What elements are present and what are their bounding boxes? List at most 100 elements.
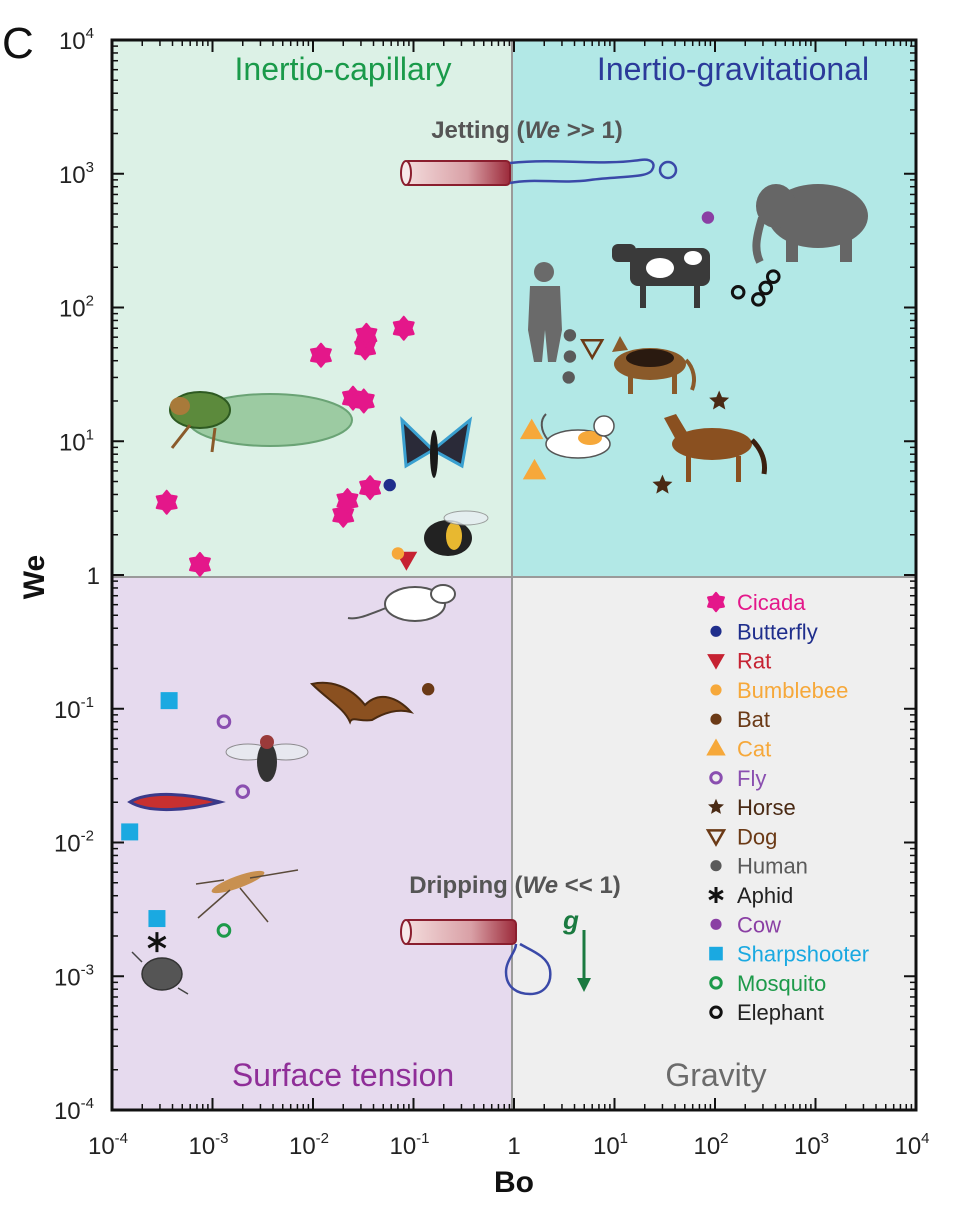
elephant-point [730, 284, 746, 300]
legend-marker-cow [710, 918, 722, 930]
cicada-point [392, 315, 415, 341]
jetting-droplet [658, 160, 678, 180]
cicada-point [188, 551, 211, 577]
x-tick-label: 10-3 [188, 1130, 228, 1160]
y-axis-title: We [18, 555, 51, 599]
elephant-point [765, 269, 781, 284]
region-label-gravity: Gravity [665, 1057, 766, 1093]
x-tick-label: 10-1 [389, 1130, 429, 1160]
x-tick-label: 101 [593, 1130, 628, 1160]
butterfly-point [383, 478, 396, 492]
y-tick-label: 10-4 [54, 1095, 94, 1125]
horse-point [652, 474, 673, 494]
x-tick-label: 102 [693, 1130, 728, 1160]
legend-label-human: Human [737, 854, 808, 879]
legend-label-sharpshooter: Sharpshooter [737, 942, 869, 967]
legend-label-aphid: Aphid [737, 883, 793, 908]
dog-point [580, 339, 605, 361]
y-tick-label: 10-3 [54, 961, 94, 991]
legend-marker-cat [706, 738, 726, 756]
plot-axes: 10-4 10-3 10-2 10-1 1 101 102 103 104 10-4 10-3 10-… [54, 25, 930, 1160]
legend-marker-bat [710, 713, 722, 725]
dog-icon [612, 336, 696, 394]
dripping-label: Dripping (We << 1) [409, 872, 621, 899]
elephant-point [758, 280, 774, 296]
legend-label-rat: Rat [737, 649, 771, 674]
y-tick-label: 10-1 [54, 694, 94, 724]
y-tick-label: 1 [87, 563, 100, 590]
legend-label-butterfly: Butterfly [737, 619, 818, 644]
bumblebee-icon [424, 510, 489, 556]
mosquito-icon [195, 869, 299, 923]
cicada-point [336, 488, 359, 514]
rat-icon [347, 584, 456, 622]
fly-point [216, 714, 232, 730]
cow-icon [612, 244, 710, 308]
y-tick-label: 10-2 [54, 828, 94, 858]
x-tick-label: 104 [894, 1130, 929, 1160]
region-label-inertio-capillary: Inertio-capillary [235, 51, 452, 87]
x-tick-label: 1 [507, 1133, 520, 1160]
dripping-drop [504, 942, 552, 996]
legend-label-cicada: Cicada [737, 590, 806, 615]
legend-marker-aphid [708, 887, 724, 903]
y-tick-label: 102 [59, 293, 94, 323]
region-inertio-gravitational [512, 40, 916, 577]
legend-label-dog: Dog [737, 824, 777, 849]
legend-label-elephant: Elephant [737, 1000, 824, 1025]
panel-label: C [2, 19, 34, 68]
legend-marker-bumblebee [710, 684, 722, 696]
human-point [563, 329, 577, 342]
fly-icon [225, 735, 309, 782]
elephant-point [751, 292, 766, 307]
legend-label-cat: Cat [737, 737, 771, 762]
legend-marker-human [710, 860, 722, 872]
cicada-icon [169, 391, 353, 453]
sharpshooter-point [148, 910, 166, 928]
legend-label-horse: Horse [737, 795, 796, 820]
y-tick-label: 101 [59, 426, 94, 456]
cow-point [701, 211, 715, 224]
bat-point [421, 683, 435, 696]
cicada-point [310, 342, 332, 368]
legend-marker-dog [705, 829, 727, 847]
sharpshooter-point [160, 692, 178, 710]
horse-icon [664, 414, 767, 482]
cat-point [522, 458, 547, 480]
legend-label-mosquito: Mosquito [737, 971, 826, 996]
aphid-point [147, 932, 167, 953]
legend-label-bat: Bat [737, 707, 770, 732]
legend-label-cow: Cow [737, 912, 781, 937]
legend-marker-cicada [707, 591, 725, 613]
gravity-symbol: g [562, 905, 579, 935]
aphid-icon [131, 951, 189, 995]
x-tick-label: 10-2 [289, 1130, 329, 1160]
y-tick-label: 103 [59, 159, 94, 189]
y-tick-label: 104 [59, 25, 94, 55]
butterfly-icon [400, 416, 473, 478]
data-markers [121, 211, 781, 953]
legend-label-fly: Fly [737, 766, 766, 791]
region-inertio-capillary [112, 40, 512, 577]
mosquito-point [216, 923, 232, 938]
dripping-tube [400, 919, 517, 945]
legend-marker-butterfly [710, 625, 722, 637]
legend-marker-horse [708, 798, 724, 814]
x-tick-label: 10-4 [88, 1130, 128, 1160]
sharpshooter-icon [127, 793, 226, 811]
region-label-inertio-gravitational: Inertio-gravitational [597, 51, 869, 87]
cat-point [519, 418, 544, 440]
horse-point [709, 390, 730, 410]
cat-icon [540, 413, 615, 459]
bumblebee-point [391, 547, 405, 560]
cicada-point [359, 475, 382, 501]
bat-icon [310, 681, 415, 725]
legend-marker-rat [707, 654, 725, 670]
cicada-point [155, 489, 178, 515]
jetting-stream [509, 158, 655, 185]
jetting-tube [400, 160, 511, 186]
elephant-icon [752, 184, 868, 264]
gravity-arrow-icon [577, 930, 591, 992]
human-point [562, 371, 575, 384]
